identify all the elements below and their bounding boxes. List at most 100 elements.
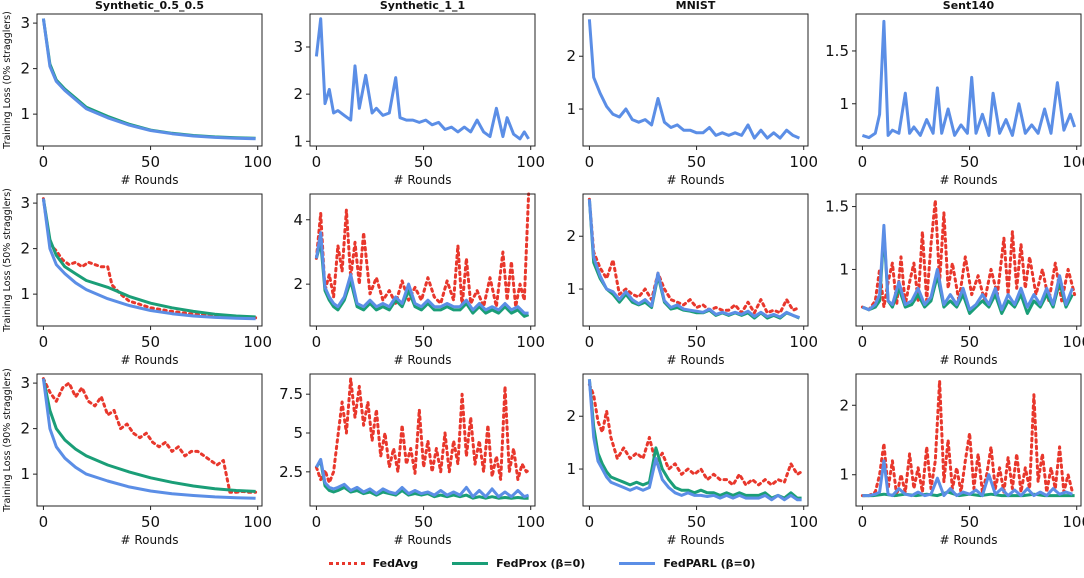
y-tick-label: 1 bbox=[566, 100, 576, 118]
x-axis-label: # Rounds bbox=[120, 353, 178, 367]
y-tick-label: 2 bbox=[566, 227, 576, 245]
axes-frame bbox=[309, 193, 536, 327]
series-line-fedparl bbox=[41, 378, 256, 500]
y-tick-label: 3 bbox=[293, 38, 303, 56]
y-tick-label: 1 bbox=[293, 132, 303, 150]
x-tick-label: 50 bbox=[687, 153, 706, 171]
x-tick-label: 50 bbox=[687, 513, 706, 531]
y-tick-label: 1 bbox=[20, 285, 30, 303]
legend-label-fedprox: FedProx (β=0) bbox=[496, 556, 586, 570]
y-tick-label: 1 bbox=[839, 95, 849, 113]
subplot-title: Synthetic_0.5_0.5 bbox=[95, 0, 204, 12]
axes-frame bbox=[309, 13, 536, 147]
x-axis-label: # Rounds bbox=[666, 533, 724, 547]
x-tick-label: 50 bbox=[414, 513, 433, 531]
legend-item-fedavg: FedAvg bbox=[328, 556, 419, 570]
series-line-fedavg bbox=[41, 377, 258, 494]
series-line-fedparl bbox=[861, 223, 1074, 312]
y-tick-label: 1 bbox=[839, 260, 849, 278]
subplot-2-4: 0 50 100 1 1.5 # Rounds bbox=[825, 193, 1084, 367]
series-line-fedparl bbox=[41, 18, 256, 141]
y-tick-label: 2 bbox=[293, 275, 303, 293]
y-tick-label: 3 bbox=[20, 194, 30, 212]
series-line-fedavg bbox=[587, 383, 804, 487]
x-tick-label: 100 bbox=[789, 153, 818, 171]
series-line-fedparl bbox=[587, 19, 800, 140]
x-tick-label: 0 bbox=[312, 513, 322, 531]
x-axis-label: # Rounds bbox=[120, 173, 178, 187]
axes-frame bbox=[36, 193, 263, 327]
x-axis-label: # Rounds bbox=[939, 533, 997, 547]
subplot-3-1: 0 50 100 1 2 3 # Rounds Training Loss (90% stra… bbox=[2, 368, 272, 547]
x-tick-label: 50 bbox=[141, 333, 160, 351]
series-line-fedparl bbox=[41, 198, 256, 321]
subplot-title: MNIST bbox=[676, 0, 716, 12]
x-tick-label: 0 bbox=[39, 513, 49, 531]
x-tick-label: 50 bbox=[414, 333, 433, 351]
axes-frame bbox=[855, 13, 1082, 147]
x-tick-label: 100 bbox=[516, 333, 545, 351]
axes-frame bbox=[582, 193, 809, 327]
x-tick-label: 50 bbox=[960, 513, 979, 531]
y-tick-label: 2 bbox=[20, 420, 30, 438]
x-tick-label: 0 bbox=[858, 513, 868, 531]
series-line-fedavg bbox=[41, 197, 258, 320]
x-tick-label: 0 bbox=[312, 333, 322, 351]
subplot-1-3: 0 50 100 1 2 # Rounds MNIST bbox=[566, 0, 818, 187]
x-tick-label: 50 bbox=[960, 153, 979, 171]
subplot-3-2: 0 50 100 2.5 5 7.5 # Rounds bbox=[279, 373, 545, 547]
y-tick-label: 1 bbox=[566, 280, 576, 298]
x-axis-label: # Rounds bbox=[939, 173, 997, 187]
series-line-fedprox bbox=[587, 199, 800, 320]
x-tick-label: 0 bbox=[39, 153, 49, 171]
axes-frame bbox=[582, 373, 809, 507]
y-tick-label: 2.5 bbox=[279, 463, 303, 481]
series-line-fedparl bbox=[314, 231, 529, 315]
fedavg-swatch bbox=[328, 561, 365, 565]
series-line-fedparl bbox=[587, 379, 802, 502]
x-axis-label: # Rounds bbox=[120, 533, 178, 547]
y-tick-label: 1.5 bbox=[825, 198, 849, 216]
subplot-1-1: 0 50 100 1 2 3 # Rounds Synthetic_0.5_0.5 Traini… bbox=[2, 0, 272, 187]
y-tick-label: 3 bbox=[20, 374, 30, 392]
series-line-fedparl bbox=[315, 457, 530, 499]
series-line-fedparl bbox=[861, 19, 1077, 140]
y-tick-label: 1 bbox=[566, 460, 576, 478]
x-tick-label: 50 bbox=[960, 333, 979, 351]
x-tick-label: 0 bbox=[312, 153, 322, 171]
x-tick-label: 0 bbox=[858, 153, 868, 171]
axes-frame bbox=[855, 193, 1082, 327]
fedprox-swatch bbox=[452, 561, 489, 565]
y-tick-label: 2 bbox=[293, 85, 303, 103]
legend-label-fedavg: FedAvg bbox=[372, 556, 419, 570]
subplot-3-3: 0 50 100 1 2 # Rounds bbox=[566, 373, 818, 547]
subplot-3-4: 0 50 100 1 2 # Rounds bbox=[839, 373, 1084, 547]
x-axis-label: # Rounds bbox=[666, 353, 724, 367]
axes-frame bbox=[36, 13, 263, 147]
x-tick-label: 100 bbox=[789, 333, 818, 351]
x-tick-label: 100 bbox=[516, 513, 545, 531]
y-tick-label: 4 bbox=[293, 211, 303, 229]
x-tick-label: 0 bbox=[39, 333, 49, 351]
series-line-fedprox bbox=[315, 459, 529, 500]
series-line-fedprox bbox=[587, 379, 802, 500]
y-tick-label: 2 bbox=[566, 47, 576, 65]
y-tick-label: 1 bbox=[20, 105, 30, 123]
x-tick-label: 50 bbox=[687, 333, 706, 351]
x-axis-label: # Rounds bbox=[393, 533, 451, 547]
fedparl-swatch bbox=[619, 561, 656, 565]
series-line-fedavg bbox=[587, 197, 801, 315]
series-line-fedparl bbox=[587, 199, 800, 320]
series-line-fedprox bbox=[41, 18, 256, 140]
series-line-fedavg bbox=[314, 377, 531, 485]
y-tick-label: 5 bbox=[293, 424, 303, 442]
y-axis-label: Training Loss (0% stragglers) bbox=[2, 11, 13, 150]
x-tick-label: 100 bbox=[243, 513, 272, 531]
x-tick-label: 0 bbox=[585, 333, 595, 351]
axes-frame bbox=[582, 13, 809, 147]
y-tick-label: 1 bbox=[20, 465, 30, 483]
x-tick-label: 50 bbox=[141, 153, 160, 171]
x-tick-label: 100 bbox=[1062, 153, 1084, 171]
y-tick-label: 1 bbox=[839, 466, 849, 484]
x-tick-label: 50 bbox=[141, 513, 160, 531]
